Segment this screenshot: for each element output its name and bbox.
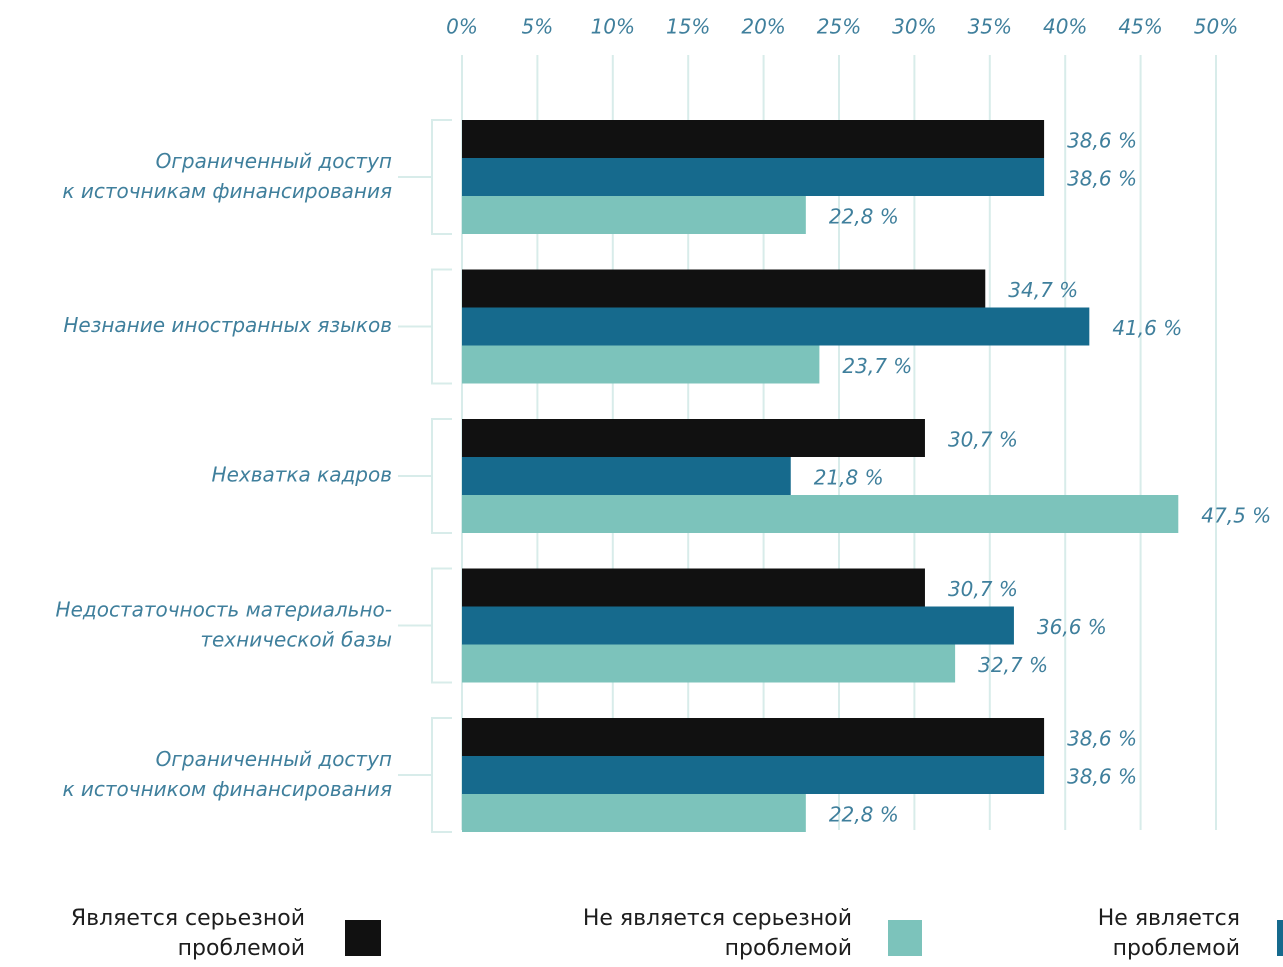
bar [462,120,1045,158]
value-label: 38,6 % [1067,167,1137,191]
value-label: 30,7 % [948,577,1018,601]
x-tick-label: 5% [522,15,554,39]
category-label: Незнание иностранных языков [63,313,392,337]
bar [462,568,925,607]
x-tick-label: 40% [1043,15,1087,39]
legend-swatch [1277,920,1283,956]
value-label: 32,7 % [978,653,1048,677]
x-tick-label: 15% [666,15,710,39]
bar [462,345,820,384]
value-label: 21,8 % [814,466,884,490]
x-tick-label: 45% [1118,15,1162,39]
value-label: 38,6 % [1067,727,1137,751]
bar [462,196,806,234]
legend-label: Является серьезной проблемой [71,906,305,961]
bar [462,495,1179,533]
category-label: Недостаточность материально-технической … [56,597,392,651]
value-label: 38,6 % [1067,129,1137,153]
x-tick-label: 10% [591,15,635,39]
legend-swatch [345,920,381,956]
bar [462,457,791,495]
bar [462,756,1045,794]
x-tick-label: 25% [817,15,861,39]
bracket [431,567,452,684]
x-tick-label: 30% [892,15,936,39]
legend-label: Не является проблемой [1098,906,1240,961]
value-label: 34,7 % [1008,278,1078,302]
x-tick-label: 50% [1194,15,1238,39]
value-label: 47,5 % [1201,504,1271,528]
category-label: Ограниченный доступ к источникам финансир… [62,149,392,203]
value-label: 23,7 % [842,354,912,378]
value-label: 41,6 % [1112,316,1182,340]
bar [462,606,1014,645]
x-tick-label: 0% [446,15,478,39]
value-label: 22,8 % [829,803,899,827]
bar [462,794,806,832]
legend-swatch [888,920,922,956]
bar [462,419,925,457]
bracket [431,268,452,385]
bracket [431,717,452,833]
bar [462,718,1045,756]
bar [462,307,1090,346]
category-label: Ограниченный доступ к источником финансир… [62,747,392,801]
legend-label: Не является серьезной проблемой [583,906,852,961]
bar [462,269,986,308]
value-label: 22,8 % [829,205,899,229]
bracket [431,119,452,235]
value-label: 30,7 % [948,428,1018,452]
value-label: 38,6 % [1067,765,1137,789]
bar [462,644,956,683]
x-tick-label: 35% [968,15,1012,39]
bar [462,158,1045,196]
value-label: 36,6 % [1037,615,1107,639]
x-tick-label: 20% [741,15,785,39]
category-label: Нехватка кадров [212,463,392,487]
bracket [431,418,452,534]
